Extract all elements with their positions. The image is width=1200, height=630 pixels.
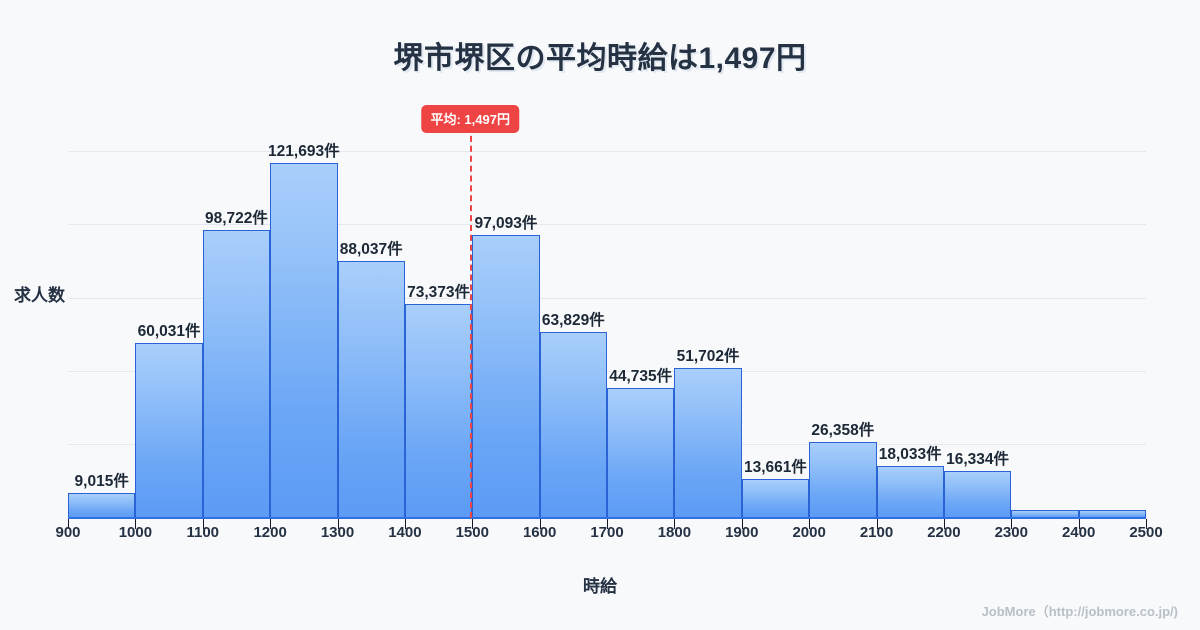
bar-value-label: 121,693件 xyxy=(268,143,340,160)
bar[interactable] xyxy=(68,492,136,519)
x-axis-tick xyxy=(674,519,676,529)
x-axis-tick xyxy=(202,519,204,529)
gridline xyxy=(68,370,1146,372)
bar[interactable] xyxy=(741,479,810,519)
x-axis-tick xyxy=(943,519,945,529)
bar[interactable] xyxy=(674,367,742,519)
bar-value-label: 63,829件 xyxy=(541,312,605,330)
gridline xyxy=(68,224,1146,226)
bar[interactable] xyxy=(472,234,540,519)
bar[interactable] xyxy=(607,388,675,519)
x-axis-tick-label: 1600 xyxy=(522,524,557,541)
x-axis-tick xyxy=(270,519,272,529)
x-axis-title: 時給 xyxy=(583,577,617,596)
bar[interactable] xyxy=(539,332,607,519)
x-axis-tick xyxy=(741,519,743,529)
x-axis-tick xyxy=(607,519,608,529)
y-axis-title: 求人数 xyxy=(14,286,65,305)
bar-value-label: 60,031件 xyxy=(137,323,201,341)
bar-value-label: 51,702件 xyxy=(676,347,740,365)
plot-area xyxy=(68,92,1146,519)
bar[interactable] xyxy=(202,230,271,519)
bar[interactable] xyxy=(270,163,338,519)
bar[interactable] xyxy=(876,466,944,519)
x-axis-tick-label: 1900 xyxy=(725,524,759,541)
x-axis-tick-label: 2000 xyxy=(792,524,826,541)
x-axis-tick xyxy=(809,519,811,529)
bar-value-label: 97,093件 xyxy=(474,214,538,232)
bar[interactable] xyxy=(943,471,1012,519)
x-axis-tick-label: 900 xyxy=(55,524,81,541)
bar[interactable] xyxy=(809,441,877,519)
chart-title: 堺市堺区の平均時給は1,497円 xyxy=(393,42,807,75)
bar-value-label: 16,334件 xyxy=(946,451,1010,469)
bar[interactable] xyxy=(135,343,203,519)
bar[interactable] xyxy=(404,304,473,519)
bar-value-label: 26,358件 xyxy=(811,421,875,439)
x-axis-tick-label: 2500 xyxy=(1129,524,1163,541)
gridline xyxy=(68,151,1146,153)
x-axis-tick xyxy=(135,519,137,529)
bar-value-label: 88,037件 xyxy=(339,241,403,259)
x-axis-tick xyxy=(472,519,474,529)
x-axis-tick-label: 2400 xyxy=(1061,524,1096,541)
average-badge: 平均: 1,497円 xyxy=(421,105,519,133)
x-axis-tick-label: 1300 xyxy=(320,524,355,541)
x-axis-tick-label: 1000 xyxy=(118,524,153,541)
x-axis-tick xyxy=(876,519,878,529)
x-axis-tick-label: 1700 xyxy=(590,524,624,541)
x-axis-tick-label: 2200 xyxy=(927,524,961,541)
bar-value-label: 44,735件 xyxy=(609,368,673,386)
x-axis-tick-label: 1400 xyxy=(388,524,422,541)
x-axis-line xyxy=(68,517,1146,519)
bar-value-label: 18,033件 xyxy=(878,446,942,464)
x-axis-tick xyxy=(1078,519,1080,529)
x-axis-tick-label: 1100 xyxy=(186,524,220,541)
bar-value-label: 9,015件 xyxy=(74,472,129,490)
bar-value-label: 98,722件 xyxy=(204,210,268,228)
average-line xyxy=(470,126,473,518)
x-axis-tick-label: 2100 xyxy=(859,524,894,541)
x-axis-tick xyxy=(404,519,406,529)
x-axis-tick-label: 1500 xyxy=(455,524,489,541)
x-axis-tick xyxy=(1146,519,1147,529)
x-axis-tick xyxy=(68,519,69,529)
bar-value-label: 73,373件 xyxy=(407,284,471,302)
footer-credit: JobMore（http://jobmore.co.jp/) xyxy=(981,604,1178,619)
gridline xyxy=(68,297,1146,299)
x-axis-tick xyxy=(337,519,339,529)
bar-value-label: 13,661件 xyxy=(743,459,807,477)
x-axis-tick xyxy=(1011,519,1013,529)
x-axis-tick xyxy=(539,519,541,529)
x-axis-tick-label: 2300 xyxy=(994,524,1028,541)
x-axis-tick-label: 1200 xyxy=(253,524,287,541)
x-axis-tick-label: 1800 xyxy=(657,524,692,541)
